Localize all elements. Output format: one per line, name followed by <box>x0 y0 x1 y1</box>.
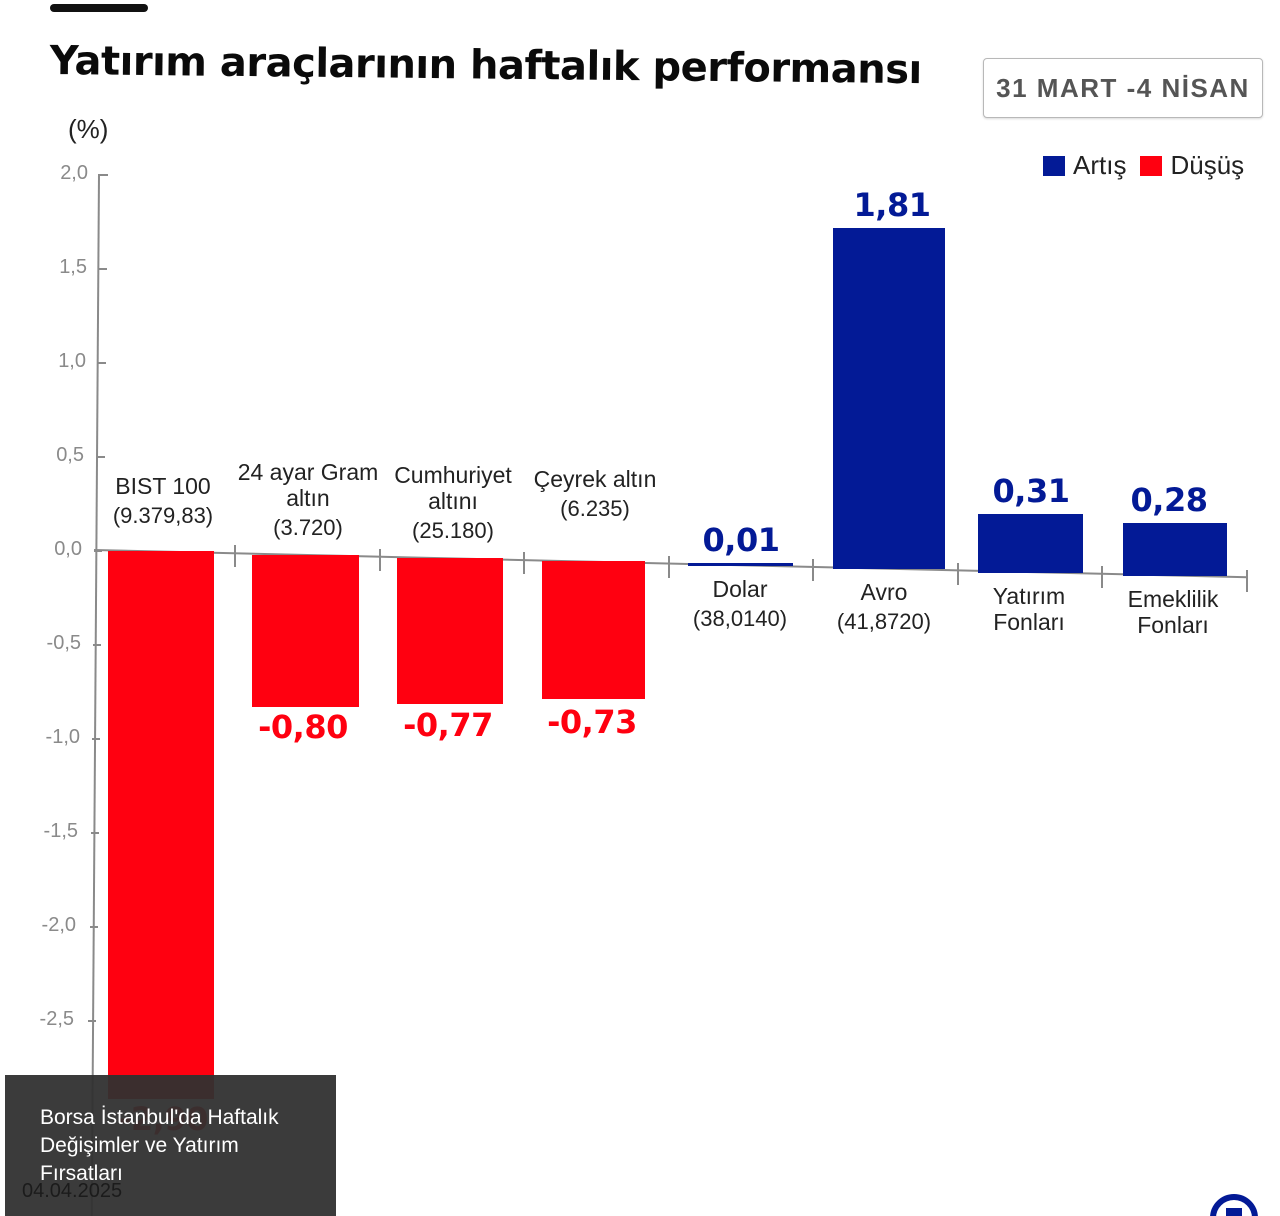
value-label-ceyrek-altin: -0,73 <box>547 703 637 741</box>
y-axis-unit: (%) <box>68 114 109 144</box>
date-range-badge: 31 MART -4 NİSAN <box>983 58 1263 118</box>
y-tick <box>98 362 106 364</box>
x-tick <box>1246 570 1248 592</box>
category-label-cumhuriyet-altini: Cumhuriyet altını (25.180) <box>378 462 528 544</box>
legend-swatch-blue-icon <box>1043 155 1065 176</box>
legend-item-increase: Artış <box>1043 150 1126 181</box>
y-tick <box>90 926 98 928</box>
y-tick-label: -1,0 <box>45 726 80 748</box>
category-label-emeklilik-fonlari: Emeklilik Fonları <box>1098 586 1248 638</box>
bar-yatirim-fonlari <box>978 514 1083 573</box>
value-label-gram-altin: -0,80 <box>258 708 348 746</box>
category-sub: (41,8720) <box>836 609 932 634</box>
bar-bist-100 <box>108 551 214 1099</box>
bar-cumhuriyet-altini <box>397 558 503 704</box>
legend-label: Düşüş <box>1170 150 1245 180</box>
y-axis <box>90 173 100 1216</box>
caption-text[interactable]: Borsa İstanbul'da Haftalık Değişimler ve… <box>40 1106 279 1185</box>
value-label-cumhuriyet-altini: -0,77 <box>403 706 493 744</box>
y-tick-label: -1,5 <box>43 820 78 842</box>
x-tick <box>957 563 959 585</box>
category-label-avro: Avro (41,8720) <box>809 579 959 635</box>
category-name: Dolar <box>712 576 768 602</box>
x-tick <box>812 559 814 581</box>
y-tick-label: 0,0 <box>54 538 82 560</box>
y-tick-label: 0,5 <box>56 444 84 466</box>
bar-avro <box>833 228 945 569</box>
value-label-yatirim-fonlari: 0,31 <box>992 472 1070 510</box>
legend-label: Artış <box>1073 150 1127 180</box>
bar-emeklilik-fonlari <box>1123 523 1227 576</box>
category-name: Avro <box>860 579 908 605</box>
legend: Artış Düşüş <box>1043 150 1250 181</box>
category-label-yatirim-fonlari: Yatırım Fonları <box>954 583 1104 635</box>
chart-title: Yatırım araçlarının haftalık performansı <box>49 38 922 94</box>
category-name: BIST 100 <box>115 473 211 499</box>
y-tick <box>97 456 105 458</box>
y-tick <box>93 644 101 646</box>
category-label-bist-100: BIST 100 (9.379,83) <box>88 473 238 529</box>
y-tick-label: 1,0 <box>58 350 86 372</box>
category-sub: (9.379,83) <box>112 503 214 528</box>
y-tick-label: -2,5 <box>39 1008 74 1030</box>
value-label-avro: 1,81 <box>853 186 931 224</box>
x-tick <box>523 552 525 574</box>
y-tick <box>94 550 102 552</box>
category-name: Yatırım Fonları <box>992 583 1066 635</box>
x-tick <box>1101 566 1103 588</box>
y-tick <box>91 832 99 834</box>
y-tick-label: -0,5 <box>46 632 81 654</box>
x-tick <box>234 545 236 567</box>
category-name: Cumhuriyet altını <box>394 462 512 514</box>
bar-ceyrek-altin <box>542 561 645 699</box>
category-name: Emeklilik Fonları <box>1127 586 1219 638</box>
y-tick <box>88 1020 96 1022</box>
bar-gram-altin <box>252 555 359 707</box>
category-name: 24 ayar Gram altın <box>237 459 379 511</box>
value-label-emeklilik-fonlari: 0,28 <box>1130 481 1208 519</box>
category-name: Çeyrek altın <box>533 466 657 492</box>
category-label-gram-altin: 24 ayar Gram altın (3.720) <box>233 459 383 541</box>
caption-date: 04.04.2025 <box>22 1180 123 1202</box>
category-label-ceyrek-altin: Çeyrek altın (6.235) <box>520 466 670 522</box>
x-tick <box>379 549 381 571</box>
y-tick-label: -2,0 <box>41 914 76 936</box>
bar-dolar <box>688 563 793 566</box>
y-tick <box>92 738 100 740</box>
y-tick-label: 2,0 <box>60 162 88 184</box>
caption-overlay <box>5 1075 336 1216</box>
y-tick-label: 1,5 <box>59 256 87 278</box>
y-tick <box>99 268 107 270</box>
x-tick <box>668 556 670 578</box>
category-sub: (6.235) <box>560 496 630 521</box>
legend-swatch-red-icon <box>1140 155 1163 176</box>
top-rule <box>50 4 148 12</box>
value-label-dolar: 0,01 <box>702 521 780 559</box>
category-label-dolar: Dolar (38,0140) <box>665 576 815 632</box>
agency-logo-icon <box>1210 1194 1258 1216</box>
y-tick <box>100 174 108 176</box>
category-sub: (3.720) <box>273 515 343 540</box>
category-sub: (38,0140) <box>692 606 788 631</box>
legend-item-decrease: Düşüş <box>1140 150 1244 181</box>
category-sub: (25.180) <box>412 518 494 543</box>
